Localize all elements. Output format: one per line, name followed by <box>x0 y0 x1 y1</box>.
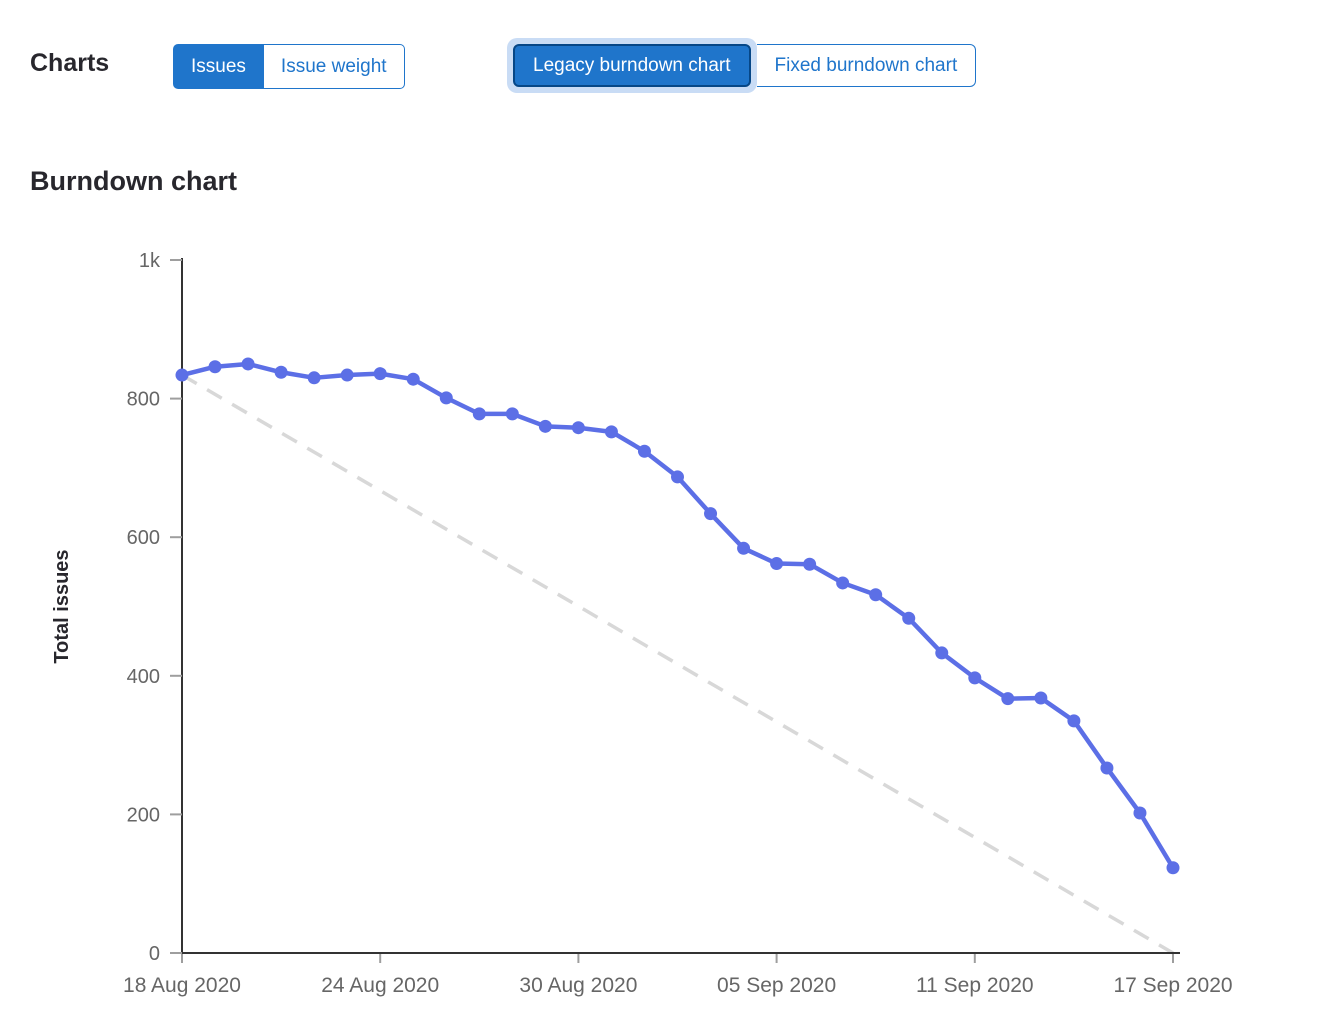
data-point <box>637 444 651 458</box>
ideal-pace-guideline <box>181 373 1174 955</box>
data-point <box>836 576 850 590</box>
burndown-chart-svg: 0 200 400 600 800 1k 18 Aug 2020 24 Aug 2020 30 … <box>51 250 1233 997</box>
data-point <box>1133 806 1147 820</box>
data-point <box>307 371 321 385</box>
legacy-burndown-chart-button[interactable]: Legacy burndown chart <box>513 44 751 87</box>
data-point <box>671 470 684 484</box>
x-tick-label: 17 Sep 2020 <box>1113 974 1232 997</box>
x-tick-label: 18 Aug 2020 <box>123 974 241 997</box>
y-tick-label: 1k <box>139 250 161 272</box>
data-point <box>803 557 817 571</box>
data-point <box>406 372 420 386</box>
issues-series-line <box>179 361 1176 871</box>
y-tick-label: 800 <box>127 389 160 411</box>
data-point <box>1100 761 1114 775</box>
data-point <box>604 425 618 439</box>
data-point <box>208 360 222 374</box>
x-tick-label: 05 Sep 2020 <box>717 974 836 997</box>
chart-type-toggle-group: Legacy burndown chart Fixed burndown cha… <box>507 38 977 93</box>
data-point <box>439 391 453 405</box>
charts-section-label: Charts <box>30 49 110 77</box>
x-tick-label: 24 Aug 2020 <box>321 974 439 997</box>
data-point <box>935 646 949 660</box>
data-point <box>241 357 255 371</box>
data-point <box>472 407 486 421</box>
data-point <box>869 588 883 602</box>
chart-axes <box>181 258 1180 954</box>
data-point <box>704 507 718 521</box>
issue-weight-toggle-button[interactable]: Issue weight <box>263 44 405 89</box>
y-tick-label: 600 <box>127 527 160 549</box>
focus-ring: Legacy burndown chart <box>507 38 757 93</box>
data-point <box>340 368 354 382</box>
y-tick-label: 200 <box>127 804 160 826</box>
y-axis-label: Total issues <box>51 549 73 663</box>
x-tick-label: 30 Aug 2020 <box>519 974 637 997</box>
fixed-burndown-chart-button[interactable]: Fixed burndown chart <box>756 44 977 87</box>
data-point <box>538 419 552 433</box>
data-point <box>968 671 982 685</box>
data-point <box>1166 861 1180 875</box>
x-tick-label: 11 Sep 2020 <box>916 974 1034 997</box>
data-point <box>770 557 784 571</box>
data-point <box>902 611 916 625</box>
data-point <box>1067 714 1081 728</box>
data-point <box>571 421 585 435</box>
y-tick-label: 0 <box>149 943 160 965</box>
data-point <box>373 367 387 381</box>
data-point <box>175 368 189 382</box>
burndown-chart: 0 200 400 600 800 1k 18 Aug 2020 24 Aug 2020 30 … <box>0 220 1326 1020</box>
metric-toggle-group: Issues Issue weight <box>173 44 405 89</box>
page-title: Burndown chart <box>30 166 237 196</box>
data-point <box>737 541 751 555</box>
y-tick-label: 400 <box>127 666 160 688</box>
data-point <box>505 407 519 421</box>
data-point <box>1034 691 1048 705</box>
issues-toggle-button[interactable]: Issues <box>173 44 264 89</box>
data-point <box>1001 692 1015 706</box>
data-point <box>274 365 288 379</box>
